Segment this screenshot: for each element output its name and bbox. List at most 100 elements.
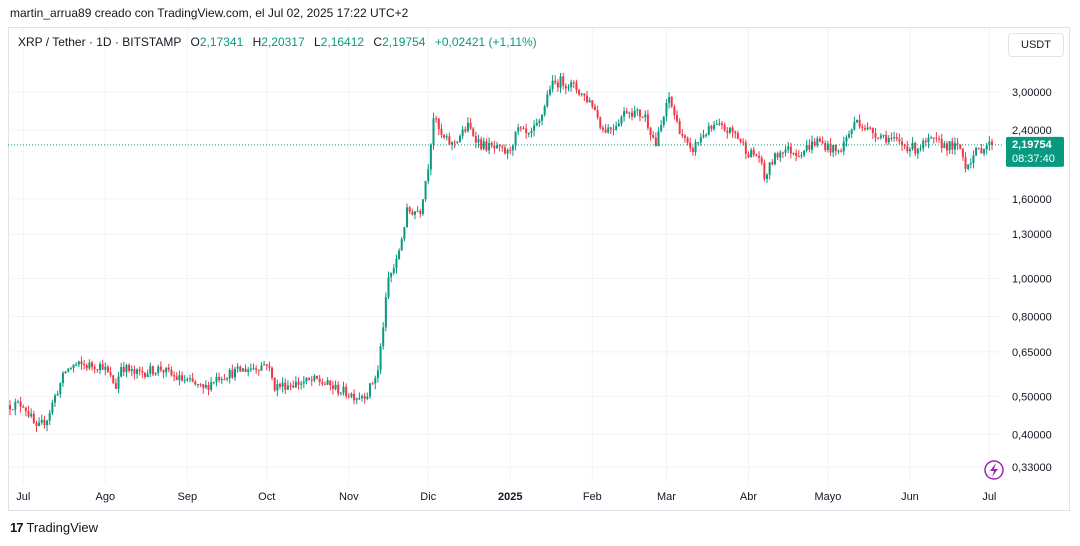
- candle-body: [811, 141, 814, 150]
- candle-body: [578, 90, 581, 95]
- candle-body: [546, 94, 549, 107]
- candle-body: [818, 138, 821, 142]
- candle-body: [339, 392, 342, 394]
- y-tick-label: 1,60000: [1012, 194, 1052, 206]
- candle-body: [638, 109, 641, 117]
- candle-body: [871, 128, 874, 134]
- candle-body: [204, 385, 207, 388]
- candle-body: [824, 143, 827, 151]
- candle-body: [24, 407, 27, 412]
- candle-body: [151, 366, 154, 375]
- candle-body: [159, 366, 162, 371]
- candle-body: [453, 142, 456, 144]
- candle-body: [443, 134, 446, 138]
- candle-body: [162, 370, 165, 373]
- candle-body: [408, 207, 411, 212]
- change-value: +0,02421 (+1,11%): [434, 35, 537, 49]
- candle-body: [313, 375, 316, 381]
- candle-body: [43, 419, 46, 426]
- currency-button[interactable]: USDT: [1008, 33, 1064, 57]
- candle-body: [538, 120, 541, 123]
- candle-body: [715, 123, 718, 125]
- symbol-legend: XRP / Tether · 1D · BITSTAMP O2,17341 H2…: [18, 35, 537, 49]
- candle-body: [816, 138, 819, 146]
- open-value: 2,17341: [199, 35, 244, 49]
- tradingview-logo[interactable]: 17 TradingView: [10, 520, 98, 535]
- candle-body: [183, 380, 186, 382]
- candle-body: [826, 143, 829, 151]
- symbol-title[interactable]: XRP / Tether · 1D · BITSTAMP: [18, 35, 182, 49]
- price-axis: 3,00000 2,40000 1,60000 1,30000 1,00000 0,800…: [1012, 87, 1052, 474]
- candle-body: [191, 378, 194, 382]
- candle-body: [284, 382, 287, 390]
- candle-body: [199, 384, 202, 386]
- candle-body: [35, 422, 38, 426]
- candle-body: [202, 384, 205, 388]
- bar-countdown: 08:37:40: [1012, 153, 1055, 165]
- candle-body: [572, 82, 575, 84]
- candle-body: [149, 366, 152, 374]
- chart-credit: martin_arrua89 creado con TradingView.co…: [10, 6, 409, 20]
- y-tick-label: 0,50000: [1012, 391, 1052, 403]
- candle-body: [255, 368, 258, 370]
- candle-body: [726, 130, 729, 133]
- candle-body: [321, 382, 324, 384]
- candle-body: [112, 375, 115, 384]
- candle-body: [792, 152, 795, 154]
- candle-body: [106, 366, 109, 373]
- candle-body: [59, 383, 62, 394]
- candle-body: [215, 376, 218, 382]
- candle-body: [117, 376, 120, 389]
- candle-body: [265, 364, 268, 366]
- candle-body: [511, 145, 514, 151]
- candle-body: [869, 127, 872, 129]
- lightning-icon: [984, 460, 1004, 480]
- candle-body: [593, 106, 596, 111]
- candle-body: [580, 93, 583, 95]
- candle-body: [30, 413, 33, 417]
- candle-body: [744, 142, 747, 154]
- candle-body: [368, 383, 371, 397]
- candle-body: [797, 155, 800, 157]
- candle-body: [223, 379, 226, 381]
- candle-body: [122, 367, 125, 373]
- candle-body: [416, 211, 419, 213]
- candle-body: [938, 138, 941, 140]
- candle-body: [728, 127, 731, 133]
- candle-body: [173, 375, 176, 377]
- candle-body: [212, 381, 215, 383]
- candle-body: [480, 139, 483, 149]
- candle-body: [781, 152, 784, 154]
- candle-body: [705, 134, 708, 136]
- candle-body: [231, 369, 234, 378]
- candle-body: [143, 372, 146, 377]
- candle-body: [466, 122, 469, 132]
- candle-body: [662, 116, 665, 126]
- candle-body: [22, 406, 25, 408]
- candle-body: [766, 174, 769, 179]
- x-tick-label: Mar: [657, 491, 676, 503]
- candle-body: [699, 137, 702, 143]
- candle-body: [154, 372, 157, 375]
- candle-body: [935, 137, 938, 139]
- candle-body: [924, 140, 927, 143]
- candle-body: [384, 297, 387, 328]
- candle-body: [350, 393, 353, 397]
- candle-body: [956, 143, 959, 145]
- candle-body: [490, 143, 493, 146]
- candle-body: [387, 277, 390, 298]
- candle-body: [795, 152, 798, 156]
- candle-body: [683, 135, 686, 138]
- candle-body: [911, 142, 914, 150]
- candle-body: [80, 361, 83, 365]
- candle-body: [644, 114, 647, 118]
- candle-body: [710, 125, 713, 129]
- candle-body: [503, 147, 506, 154]
- candle-body: [46, 420, 49, 426]
- candle-body: [525, 128, 528, 134]
- candle-body: [829, 143, 832, 153]
- candle-body: [916, 148, 919, 154]
- candle-body: [318, 378, 321, 383]
- candle-body: [747, 153, 750, 158]
